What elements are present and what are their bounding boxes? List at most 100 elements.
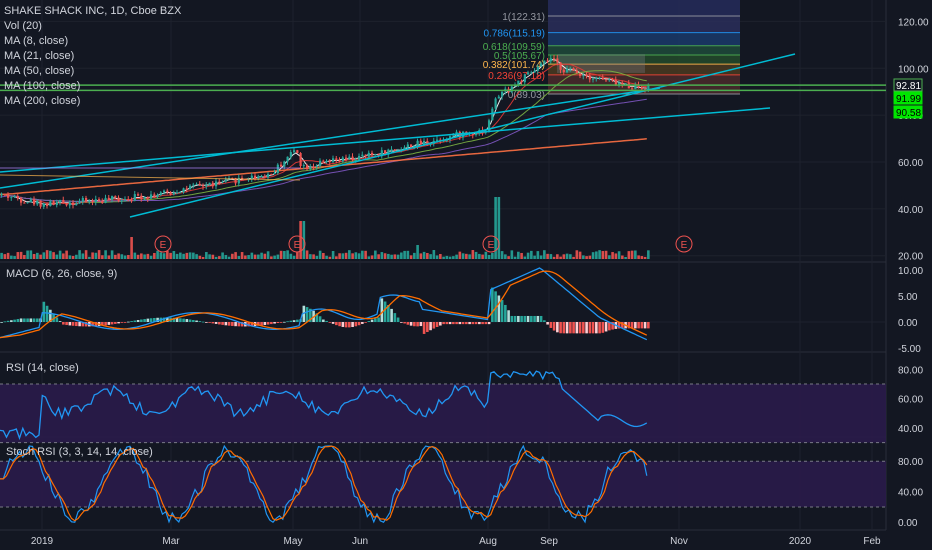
candle-body: [16, 195, 19, 199]
candle-body: [133, 194, 136, 201]
volume-bar: [263, 253, 267, 259]
macd-histogram-bar: [361, 322, 364, 324]
legend-ma200[interactable]: MA (200, close): [4, 95, 81, 107]
candle-body: [322, 160, 325, 162]
candle-body: [234, 178, 237, 184]
volume-bar: [185, 252, 189, 259]
macd-histogram-bar: [575, 322, 579, 334]
price-badge-label: 91.99: [896, 94, 921, 105]
macd-histogram-bar: [283, 321, 286, 323]
macd-histogram-bar: [156, 317, 159, 322]
stoch-tick-label: 40.00: [898, 488, 923, 499]
candle-body: [117, 197, 120, 202]
legend-ma21[interactable]: MA (21, close): [4, 50, 75, 62]
candle-body: [202, 185, 205, 187]
candle-body: [293, 150, 296, 153]
candle-body: [328, 161, 331, 163]
candle-body: [647, 85, 650, 91]
volume-bar: [88, 256, 91, 259]
volume-bar: [439, 253, 442, 259]
volume-bar: [416, 245, 419, 259]
legend-ma50[interactable]: MA (50, close): [4, 65, 75, 77]
macd-histogram-bar: [3, 321, 7, 323]
macd-histogram-bar: [487, 322, 491, 325]
volume-bar: [36, 252, 39, 259]
volume-bar: [422, 251, 426, 259]
volume-bar: [513, 256, 517, 259]
volume-bar: [630, 250, 634, 259]
volume-bar: [643, 256, 647, 259]
candle-body: [81, 197, 84, 202]
time-axis-label: Aug: [479, 536, 497, 547]
candle-body: [299, 153, 302, 167]
symbol-title[interactable]: SHAKE SHACK INC, 1D, Cboe BZX: [4, 5, 182, 17]
volume-bar: [231, 253, 234, 259]
macd-histogram-bar: [68, 322, 72, 326]
volume-bar: [195, 254, 198, 259]
fib-label: 0(89.03): [508, 90, 545, 101]
volume-bar: [29, 250, 33, 259]
candle-body: [416, 140, 419, 147]
volume-bar: [455, 254, 458, 259]
rsi-tick-label: 60.00: [898, 395, 923, 406]
candle-body: [296, 150, 299, 154]
legend-ma100[interactable]: MA (100, close): [4, 80, 81, 92]
candle-body: [445, 139, 448, 141]
volume-bar: [153, 253, 156, 259]
stoch-d-line: [0, 445, 648, 522]
macd-histogram-bar: [114, 322, 117, 324]
volume-bar: [403, 250, 406, 259]
candle-body: [348, 156, 351, 160]
volume-bar: [159, 252, 163, 259]
rsi-tick-label: 80.00: [898, 365, 923, 376]
candle-body: [137, 194, 140, 196]
volume-bar: [237, 256, 241, 259]
macd-histogram-bar: [211, 322, 215, 324]
macd-histogram-bar: [120, 322, 124, 323]
macd-histogram-bar: [523, 315, 527, 322]
macd-histogram-bar: [257, 322, 260, 326]
volume-bar: [543, 250, 546, 259]
macd-histogram-bar: [390, 308, 393, 322]
volume-bar: [390, 254, 393, 259]
candle-body: [244, 179, 247, 181]
macd-pane-title[interactable]: MACD (6, 26, close, 9): [6, 268, 118, 280]
candle-body: [572, 68, 575, 71]
volume-bar: [445, 255, 449, 259]
rsi-pane-title[interactable]: RSI (14, close): [6, 362, 79, 374]
volume-bar: [348, 250, 351, 259]
candle-body: [419, 140, 422, 145]
macd-histogram-bar: [338, 322, 341, 327]
macd-histogram-bar: [23, 318, 26, 322]
earnings-marker-label: E: [160, 240, 167, 251]
legend-ma8[interactable]: MA (8, close): [4, 35, 69, 47]
earnings-marker: [675, 235, 693, 253]
macd-histogram-bar: [29, 318, 33, 322]
volume-bar: [117, 253, 120, 259]
candle-body: [341, 157, 344, 162]
stoch-pane-title[interactable]: Stoch RSI (3, 3, 14, 14, close): [6, 446, 153, 458]
candle-body: [387, 149, 390, 155]
volume-bar: [575, 250, 579, 259]
macd-histogram-bar: [153, 317, 156, 322]
candle-body: [351, 156, 354, 161]
legend-vol[interactable]: Vol (20): [4, 20, 42, 32]
volume-bar: [478, 253, 481, 259]
volume-bar: [214, 256, 218, 259]
macd-histogram-bar: [416, 322, 419, 327]
time-axis-label: Jun: [352, 536, 368, 547]
macd-histogram-bar: [179, 318, 182, 322]
macd-histogram-bar: [286, 321, 289, 323]
volume-bar: [188, 252, 192, 259]
macd-histogram-bar: [32, 318, 36, 322]
volume-bar: [257, 254, 260, 259]
macd-histogram-bar: [84, 322, 88, 327]
candle-body: [150, 194, 153, 199]
volume-bar: [283, 250, 286, 259]
macd-histogram-bar: [432, 322, 436, 329]
price-tick-label: 120.00: [898, 17, 929, 28]
volume-bar: [133, 252, 137, 259]
candle-body: [72, 202, 75, 206]
